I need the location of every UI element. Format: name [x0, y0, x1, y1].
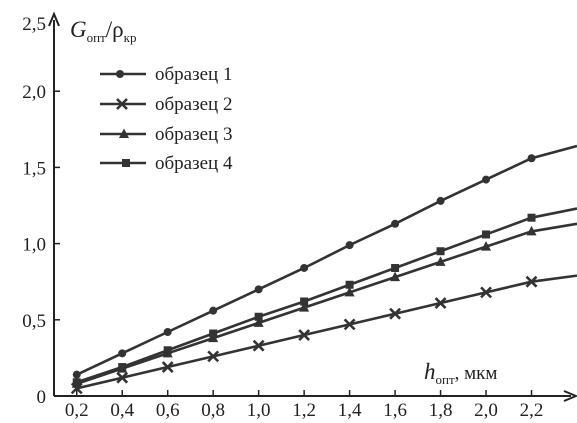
data-point	[207, 350, 220, 363]
data-point	[300, 263, 309, 272]
data-point	[118, 349, 127, 358]
y-axis-arrow	[48, 11, 60, 27]
series-1	[72, 144, 577, 379]
legend-item-4: образец 4	[100, 153, 233, 174]
data-point	[345, 241, 354, 250]
x-tick-label: 1,0	[247, 400, 271, 421]
legend-item-2: образец 2	[100, 94, 232, 115]
data-point	[436, 196, 445, 205]
series-layer	[70, 144, 577, 395]
data-point	[163, 346, 172, 355]
series-line	[76, 207, 577, 384]
x-tick-label: 0,6	[156, 400, 180, 421]
data-point	[119, 128, 129, 138]
data-point	[209, 329, 218, 338]
series-line	[76, 222, 577, 386]
data-point	[480, 286, 492, 299]
x-tick-label: 1,2	[292, 400, 316, 421]
data-point	[481, 241, 492, 251]
x-tick-label: 0,2	[65, 400, 89, 421]
y-tick-label: 2,0	[22, 82, 46, 103]
data-point	[72, 370, 81, 379]
data-point	[436, 247, 445, 256]
x-tick-label: 1,6	[383, 400, 407, 421]
data-point	[298, 329, 311, 341]
data-point	[299, 302, 310, 312]
series-line	[76, 144, 577, 376]
x-axis-arrow	[563, 390, 577, 402]
x-axis-title: hопт, мкм	[424, 359, 497, 387]
data-point	[482, 175, 491, 184]
legend-label: образец 1	[155, 64, 232, 85]
series-3	[71, 222, 577, 388]
data-point	[72, 378, 81, 387]
x-tick-label: 0,4	[110, 400, 134, 421]
data-point	[344, 286, 355, 297]
data-point	[122, 159, 130, 167]
x-tick-label: 0,8	[201, 400, 225, 421]
legend-label: образец 2	[155, 94, 232, 115]
series-4	[72, 207, 577, 387]
legend-label: образец 3	[155, 124, 232, 145]
data-point	[525, 275, 538, 288]
x-tick-label: 1,4	[338, 400, 362, 421]
y-axis-title: Gопт/ρкр	[70, 17, 136, 45]
y-tick-label: 1,5	[22, 158, 46, 179]
y-tick-label: 1,0	[22, 235, 46, 256]
data-point	[254, 312, 263, 321]
y-tick-label: 0	[37, 387, 47, 408]
data-point	[116, 70, 124, 78]
data-point	[209, 306, 218, 315]
y-tick-label: 2,5	[22, 14, 46, 35]
data-point	[161, 361, 174, 373]
data-point	[435, 256, 446, 266]
data-point	[482, 230, 491, 239]
data-point	[118, 363, 127, 372]
data-point	[300, 297, 309, 306]
data-point	[254, 285, 263, 294]
series-line	[76, 274, 577, 390]
data-point	[389, 307, 402, 320]
data-point	[434, 297, 447, 309]
data-point	[252, 339, 265, 352]
axis-labels: Gопт/ρкр hопт, мкм	[70, 17, 497, 387]
data-point	[527, 154, 536, 163]
y-tick-label: 0,5	[22, 311, 46, 332]
data-point	[391, 263, 400, 272]
data-point	[345, 280, 354, 289]
data-point	[390, 271, 401, 282]
data-point	[527, 213, 536, 222]
legend-label: образец 4	[155, 153, 233, 174]
data-point	[163, 327, 172, 336]
data-point	[116, 371, 129, 384]
x-tick-label: 1,8	[429, 400, 453, 421]
data-point	[343, 318, 356, 331]
legend: образец 1 образец 2 образец 3 образец 4	[100, 64, 233, 174]
axes: 0,2 0,4 0,6 0,8 1,0 1,2 1,4 1,6 1,8 2,0 2,2 0 0,5 1,0…	[22, 11, 577, 421]
data-point	[526, 225, 537, 236]
x-tick-label: 2,0	[474, 400, 498, 421]
legend-item-3: образец 3	[100, 124, 232, 145]
data-point	[391, 219, 400, 228]
x-tick-label: 2,2	[520, 400, 544, 421]
legend-item-1: образец 1	[100, 64, 232, 85]
data-point	[253, 317, 264, 327]
series-2	[70, 274, 577, 395]
data-point	[116, 98, 128, 110]
